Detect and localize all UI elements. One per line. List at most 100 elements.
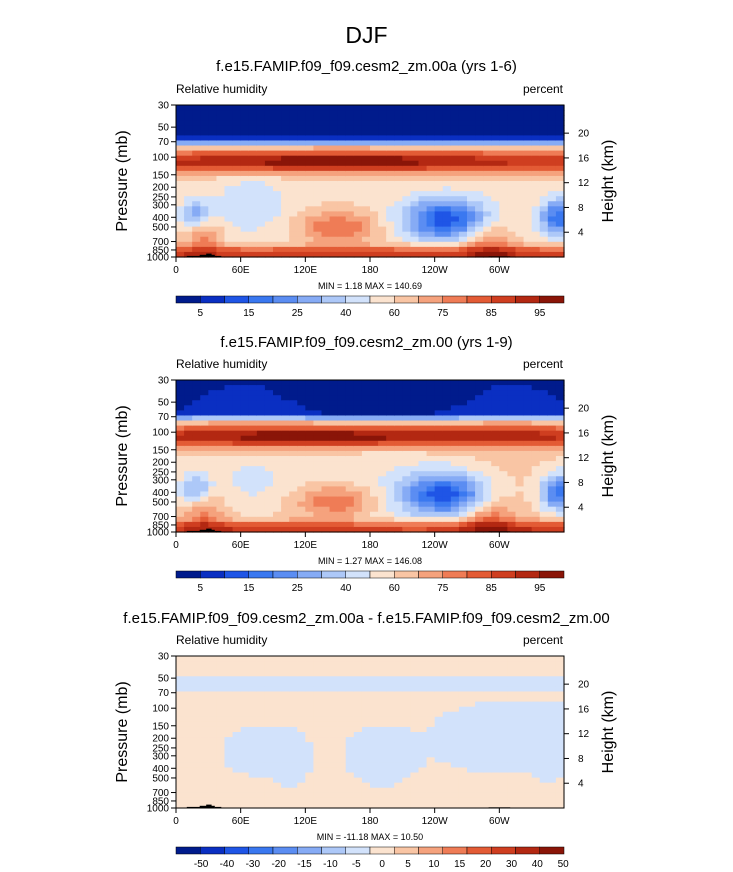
heatmap-cell (345, 686, 355, 693)
heatmap-cell (386, 757, 395, 763)
heatmap-cell (208, 476, 218, 482)
heatmap-cell (313, 155, 323, 162)
heatmap-cell (531, 170, 541, 177)
heatmap-cell (491, 206, 500, 212)
heatmap-cell (313, 211, 323, 218)
heatmap-cell (475, 476, 484, 482)
heatmap-cell (410, 135, 420, 142)
heatmap-cell (264, 211, 274, 218)
heatmap-cell (329, 486, 339, 493)
heatmap-cell (232, 666, 242, 672)
heatmap-cell (329, 762, 339, 769)
heatmap-cell (386, 420, 395, 427)
heatmap-cell (232, 170, 242, 177)
heatmap-cell (491, 767, 500, 774)
heatmap-cell (361, 701, 371, 708)
heatmap-cell (240, 747, 250, 753)
heatmap-cell (434, 405, 444, 411)
heatmap-cell (176, 231, 185, 238)
heatmap-cell (434, 201, 444, 207)
heatmap-cell (402, 471, 412, 477)
heatmap-cell (361, 115, 371, 121)
heatmap-cell (313, 380, 323, 386)
heatmap-cell (224, 380, 234, 386)
heatmap-cell (475, 425, 484, 432)
heatmap-cell (289, 706, 298, 713)
heatmap-cell (329, 691, 339, 698)
heatmap-cell (361, 737, 371, 743)
heatmap-cell (507, 196, 517, 202)
heatmap-cell (224, 221, 234, 228)
heatmap-cell (370, 666, 379, 672)
heatmap-cell (539, 435, 549, 442)
heatmap-cell (539, 125, 549, 131)
heatmap-cell (289, 792, 298, 799)
heatmap-cell (410, 211, 420, 218)
heatmap-cell (499, 461, 509, 467)
heatmap-cell (507, 737, 517, 743)
heatmap-cell (345, 496, 355, 503)
heatmap-cell (337, 231, 347, 238)
heatmap-cell (467, 526, 476, 533)
colorbar-label: 95 (534, 308, 546, 319)
heatmap-cell (313, 420, 323, 427)
heatmap-cell (297, 145, 306, 152)
heatmap-cell (426, 732, 436, 738)
colorbar-swatch (297, 570, 322, 579)
heatmap-cell (402, 686, 412, 693)
heatmap-cell (499, 170, 509, 177)
y-tick-label: 250 (152, 743, 169, 754)
heatmap-cell (353, 516, 363, 523)
heatmap-cell (450, 757, 460, 763)
heatmap-cell (345, 135, 355, 142)
heatmap-cell (507, 216, 517, 223)
heatmap-cell (515, 491, 525, 498)
heatmap-cell (184, 415, 193, 422)
heatmap-cell (523, 165, 533, 172)
heatmap-cell (176, 782, 185, 789)
heatmap-cell (224, 691, 234, 698)
heatmap-cell (289, 732, 298, 738)
heatmap-cell (539, 797, 549, 804)
heatmap-cell (458, 737, 468, 743)
heatmap-cell (232, 140, 242, 147)
heatmap-cell (515, 450, 525, 457)
heatmap-cell (248, 130, 258, 136)
heatmap-cell (305, 201, 315, 207)
heatmap-cell (483, 782, 492, 789)
heatmap-cell (297, 747, 306, 753)
heatmap-cell (208, 461, 218, 467)
y-tick-label: 300 (152, 475, 169, 486)
heatmap-cell (370, 691, 379, 698)
heatmap-cell (232, 211, 242, 218)
heatmap-cell (216, 410, 226, 417)
heatmap-cell (353, 742, 363, 748)
heatmap-cell (305, 211, 315, 218)
heatmap-cell (248, 521, 258, 528)
heatmap-cell (531, 787, 541, 794)
heatmap-cell (483, 521, 492, 528)
heatmap-cell (410, 241, 420, 248)
heatmap-cell (256, 425, 266, 432)
heatmap-cell (216, 216, 226, 223)
heatmap-cell (426, 445, 436, 452)
heatmap-cell (402, 461, 412, 467)
heatmap-cell (176, 732, 185, 738)
heatmap-cell (224, 410, 234, 417)
heatmap-cell (467, 450, 476, 457)
heatmap-cell (523, 181, 533, 187)
heatmap-cell (305, 186, 315, 192)
heatmap-cell (345, 246, 355, 253)
heatmap-cell (547, 721, 557, 728)
heatmap-cell (264, 130, 274, 136)
heatmap-cell (499, 787, 509, 794)
heatmap-cell (394, 767, 403, 774)
heatmap-cell (297, 425, 306, 432)
heatmap-cell (329, 135, 339, 142)
heatmap-cell (353, 747, 363, 753)
heatmap-cell (378, 400, 387, 406)
heatmap-cell (378, 501, 387, 508)
heatmap-cell (458, 506, 468, 513)
heatmap-cell (248, 772, 258, 779)
heatmap-cell (216, 676, 226, 682)
